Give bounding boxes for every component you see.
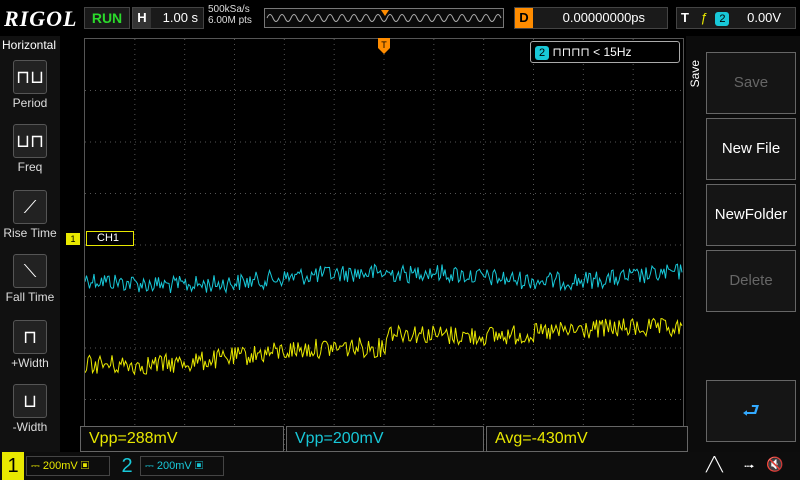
ch2-coupling-icon: ⎓ [145,460,154,472]
save-button[interactable]: Save [706,52,796,114]
neg-width-label: -Width [12,420,48,434]
measure-fall-time[interactable]: ⟍ Fall Time [0,250,60,314]
timebase-box[interactable]: H 1.00 s [132,7,204,29]
menu-title: Horizontal [2,38,57,52]
run-status-button[interactable]: RUN [84,7,130,29]
measure-pos-width[interactable]: ⊓ +Width [0,316,60,380]
pos-width-icon: ⊓ [13,320,47,354]
ch1-ground-marker: 1 [66,233,80,245]
ch2-scale: 200mV [156,460,192,472]
freq-label: Freq [17,160,43,174]
pos-width-label: +Width [11,356,49,370]
memory-overview [264,8,504,28]
h-label: H [133,8,151,28]
pulse-icon: ⊓⊓⊓⊓ [552,45,590,59]
trigger-position-icon: T [378,38,390,54]
mute-icon[interactable]: 🔇 [766,456,784,472]
period-label: Period [12,96,48,110]
waveform-display [84,38,684,452]
delay-value: 0.00000000ps [562,10,646,25]
new-folder-button[interactable]: NewFolder [706,184,796,246]
rise-time-icon: ⟋ [13,190,47,224]
acquisition-info: 500kSa/s 6.00M pts [208,4,252,26]
return-arrow-icon: ⮐ [742,400,760,422]
ch1-trace [84,317,683,376]
ch2-number[interactable]: 2 [121,455,133,477]
ch1-tag: CH1 [86,231,134,246]
ch1-scale-box[interactable]: ⎓ 200mV ▣ [26,456,110,476]
ch2-scale-box[interactable]: ⎓ 200mV ▣ [140,456,224,476]
rigol-logo: RIGOL [4,6,78,31]
freq-icon: ⊔⊓ [13,124,47,158]
neg-width-icon: ⊔ [13,384,47,418]
rise-time-label: Rise Time [3,226,57,240]
fall-time-label: Fall Time [5,290,55,304]
ch1-coupling-icon: ⎓ [31,460,40,472]
usb-icon: ⭬ [744,458,755,474]
waveform-svg [84,39,683,451]
measure-neg-width[interactable]: ⊔ -Width [0,380,60,444]
new-file-button[interactable]: New File [706,118,796,180]
memory-depth: 6.00M pts [208,15,252,26]
network-icon: ╱╲ [706,456,723,472]
rising-edge-icon: ƒ [700,10,708,25]
sample-rate: 500kSa/s [208,4,250,15]
trigger-label: T [681,10,689,25]
delay-label: D [515,8,533,28]
trigger-box[interactable]: T ƒ 2 0.00V [676,7,796,29]
delay-box[interactable]: D 0.00000000ps [514,7,668,29]
counter-value: < 15Hz [593,45,632,59]
save-menu-title: Save [688,60,702,88]
trigger-source-chip: 2 [715,11,730,26]
frequency-counter: 2 ⊓⊓⊓⊓ < 15Hz [530,41,680,63]
trigger-level: 0.00V [747,10,782,25]
svg-text:T: T [381,40,387,50]
delete-button[interactable]: Delete [706,250,796,312]
horizontal-measure-menu [0,36,60,452]
ch1-number[interactable]: 1 [2,452,24,480]
ch2-bw-icon: ▣ [194,460,204,472]
timebase-value: 1.00 s [162,10,199,25]
ch1-scale: 200mV [42,460,78,472]
measure-period[interactable]: ⊓⊔ Period [0,56,60,120]
ch1-bw-icon: ▣ [80,460,90,472]
return-button[interactable]: ⮐ [706,380,796,442]
measurement-ch2-vpp: Vpp=200mV [286,426,484,452]
measure-freq[interactable]: ⊔⊓ Freq [0,120,60,184]
period-icon: ⊓⊔ [13,60,47,94]
measure-rise-time[interactable]: ⟋ Rise Time [0,186,60,250]
measurement-ch1-avg: Avg=-430mV [486,426,688,452]
fall-time-icon: ⟍ [13,254,47,288]
ch2-trace [84,263,683,295]
overview-wave-icon [266,10,502,22]
measurement-ch1-vpp: Vpp=288mV [80,426,284,452]
channel-bar [0,452,800,480]
counter-source-chip: 2 [535,45,549,60]
